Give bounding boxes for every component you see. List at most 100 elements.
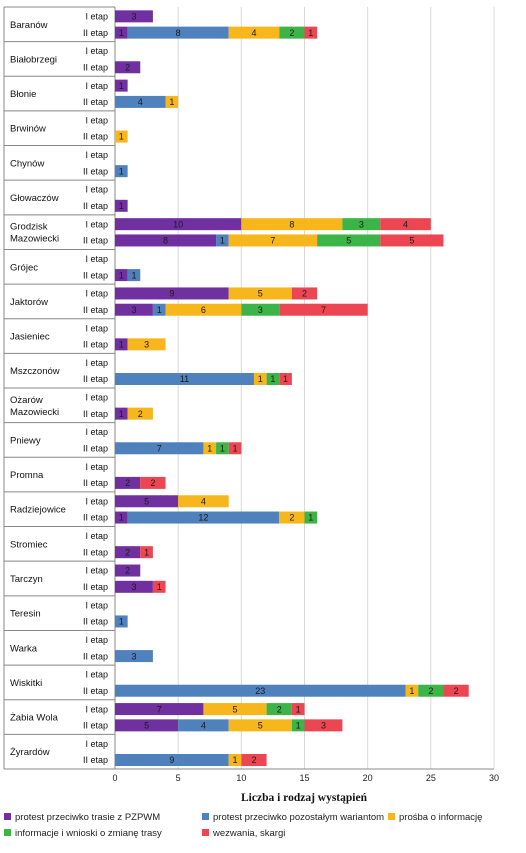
category-label: Ożarów — [10, 395, 43, 406]
data-label: 1 — [270, 374, 275, 384]
data-label: 1 — [119, 270, 124, 280]
stage-label: I etap — [85, 670, 108, 680]
stage-label: I etap — [85, 704, 108, 714]
category-label: Głowaczów — [10, 193, 59, 204]
data-label: 5 — [233, 704, 238, 714]
stage-label: I etap — [85, 739, 108, 749]
data-label: 1 — [119, 409, 124, 419]
bar-segment — [127, 269, 141, 282]
bar-segment — [228, 442, 242, 455]
stage-label: I etap — [85, 289, 108, 299]
stage-label: II etap — [83, 62, 108, 72]
stage-label: I etap — [85, 358, 108, 368]
stage-label: II etap — [83, 201, 108, 211]
bar-segment — [241, 753, 267, 766]
x-tick-label: 10 — [236, 773, 246, 783]
data-label: 2 — [150, 478, 155, 488]
bar-segment — [266, 372, 280, 385]
category-label: Grójec — [10, 262, 38, 273]
bar-segment — [115, 753, 229, 766]
data-label: 7 — [157, 704, 162, 714]
stage-label: I etap — [85, 254, 108, 264]
data-label: 5 — [258, 289, 263, 299]
stage-label: I etap — [85, 12, 108, 22]
bar-segment — [127, 26, 229, 39]
data-label: 1 — [283, 374, 288, 384]
data-label: 1 — [220, 236, 225, 246]
bar-segment — [115, 26, 128, 39]
legend-swatch — [202, 813, 209, 820]
category-label: Białobrzegi — [10, 54, 57, 65]
stage-label: II etap — [83, 547, 108, 557]
bar-segment — [279, 372, 292, 385]
data-label: 1 — [119, 513, 124, 523]
data-label: 2 — [277, 704, 282, 714]
bar-segment — [115, 615, 128, 628]
bar-segment — [178, 495, 229, 508]
data-label: 3 — [131, 582, 136, 592]
stage-label: II etap — [83, 236, 108, 246]
category-label: Promna — [10, 470, 44, 481]
data-label: 2 — [138, 409, 143, 419]
bar-segment — [216, 442, 229, 455]
stage-label: II etap — [83, 305, 108, 315]
bar-segment — [216, 234, 229, 247]
legend-label: protest przeciwko trasie z PZPWM — [15, 812, 161, 823]
data-label: 1 — [119, 201, 124, 211]
bar-segment — [115, 476, 141, 489]
bar-segment — [241, 303, 280, 316]
data-label: 1 — [308, 28, 313, 38]
data-label: 1 — [409, 686, 414, 696]
bar-segment — [115, 95, 166, 108]
stage-label: II etap — [83, 132, 108, 142]
data-label: 4 — [251, 28, 256, 38]
bar-segment — [228, 234, 318, 247]
data-label: 1 — [119, 28, 124, 38]
data-label: 2 — [289, 28, 294, 38]
x-tick-label: 0 — [112, 773, 117, 783]
data-label: 12 — [198, 513, 208, 523]
bar-segment — [115, 703, 204, 716]
stage-label: I etap — [85, 531, 108, 541]
data-label: 4 — [201, 721, 206, 731]
category-label: Żyrardów — [10, 747, 50, 758]
data-label: 23 — [255, 686, 265, 696]
bar-segment — [115, 407, 128, 420]
stage-label: II etap — [83, 374, 108, 384]
legend-label: prośba o informację — [399, 812, 483, 823]
data-label: 8 — [163, 236, 168, 246]
legend-swatch — [388, 813, 395, 820]
bar-segment — [405, 684, 419, 697]
category-label: Brwinów — [10, 124, 46, 135]
legend-item-yellow: prośba o informację — [388, 812, 482, 823]
bar-segment — [115, 511, 128, 524]
data-label: 3 — [131, 305, 136, 315]
category-label: Błonie — [10, 89, 36, 100]
bar-segment — [317, 234, 381, 247]
data-label: 1 — [169, 97, 174, 107]
stage-label: I etap — [85, 46, 108, 56]
stage-label: II etap — [83, 270, 108, 280]
data-label: 7 — [321, 305, 326, 315]
data-label: 2 — [428, 686, 433, 696]
data-label: 1 — [296, 704, 301, 714]
bar-segment — [228, 719, 292, 732]
stage-label: II etap — [83, 617, 108, 627]
data-label: 2 — [454, 686, 459, 696]
bar-segment — [203, 442, 217, 455]
data-label: 3 — [131, 651, 136, 661]
data-label: 4 — [138, 97, 143, 107]
bar-segment — [115, 269, 128, 282]
data-label: 3 — [144, 340, 149, 350]
stage-label: I etap — [85, 81, 108, 91]
data-label: 4 — [201, 496, 206, 506]
data-label: 5 — [346, 236, 351, 246]
bar-segment — [127, 338, 166, 351]
data-label: 1 — [119, 166, 124, 176]
stage-label: II etap — [83, 340, 108, 350]
data-label: 3 — [321, 721, 326, 731]
bar-segment — [228, 287, 292, 300]
x-tick-label: 15 — [299, 773, 309, 783]
bar-segment — [115, 130, 128, 143]
legend-label: informacje i wnioski o zmianę trasy — [15, 828, 162, 839]
